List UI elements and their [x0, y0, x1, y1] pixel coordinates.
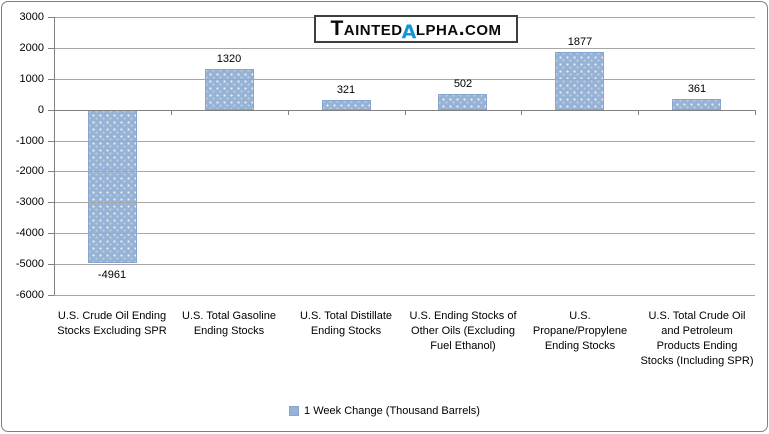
- category-label: U.S. Crude Oil Ending Stocks Excluding S…: [57, 310, 167, 337]
- logo-text-prefix: Tainted: [330, 17, 403, 40]
- y-axis-line: [54, 17, 55, 295]
- bar: [88, 110, 137, 263]
- y-axis-tick: [48, 202, 54, 203]
- gridline: [54, 202, 755, 203]
- y-axis-tick: [48, 110, 54, 111]
- category-axis-tick: [171, 110, 172, 115]
- y-axis-tick: [48, 295, 54, 296]
- bar-value-label: 502: [453, 78, 473, 90]
- gridline: [54, 171, 755, 172]
- bar: [555, 52, 604, 110]
- y-axis-tick: [48, 141, 54, 142]
- y-axis-label: 1000: [19, 73, 44, 85]
- gridline: [54, 233, 755, 234]
- y-axis-tick: [48, 17, 54, 18]
- category-axis-tick: [521, 110, 522, 115]
- y-axis-tick: [48, 233, 54, 234]
- legend-label: 1 Week Change (Thousand Barrels): [304, 405, 480, 417]
- logo-alpha-icon: α: [401, 14, 417, 45]
- y-axis-label: -3000: [15, 196, 44, 208]
- bar: [438, 94, 487, 110]
- bar-value-label: 1320: [216, 53, 242, 65]
- gridline: [54, 264, 755, 265]
- category-axis-tick: [405, 110, 406, 115]
- bar-value-label: -4961: [97, 269, 127, 281]
- category-label: U.S. Ending Stocks of Other Oils (Exclud…: [409, 310, 517, 352]
- y-axis-label: 3000: [19, 11, 44, 23]
- y-axis-label: -1000: [15, 135, 44, 147]
- y-axis-label: 2000: [19, 42, 44, 54]
- gridline: [54, 79, 755, 80]
- y-axis-label: -4000: [15, 227, 44, 239]
- logo-text: Taintedαlpha.com: [330, 14, 502, 45]
- y-axis-label: -5000: [15, 258, 44, 270]
- y-axis-label: 0: [37, 104, 44, 116]
- gridline: [54, 295, 755, 296]
- bar: [322, 100, 371, 110]
- bar-value-label: 361: [687, 83, 707, 95]
- bar-value-label: 321: [336, 84, 356, 96]
- category-label: U.S. Total Crude Oil and Petroleum Produ…: [640, 310, 754, 367]
- bar: [672, 99, 721, 110]
- legend-swatch-icon: [289, 406, 300, 416]
- bar: [205, 69, 254, 110]
- chart-legend: 1 Week Change (Thousand Barrels): [2, 403, 767, 419]
- y-axis-tick: [48, 79, 54, 80]
- y-axis-label: -6000: [15, 289, 44, 301]
- category-axis-tick: [54, 110, 55, 115]
- bar-value-label: 1877: [567, 36, 593, 48]
- gridline: [54, 48, 755, 49]
- y-axis-tick: [48, 48, 54, 49]
- y-axis-tick: [48, 264, 54, 265]
- category-axis-tick: [755, 110, 756, 115]
- category-axis-tick: [638, 110, 639, 115]
- y-axis-tick: [48, 171, 54, 172]
- category-axis-tick: [288, 110, 289, 115]
- category-axis-line: [54, 110, 755, 111]
- category-label: U.S. Total Distillate Ending Stocks: [299, 310, 393, 337]
- category-label: U.S. Total Gasoline Ending Stocks: [182, 310, 276, 337]
- category-label: U.S. Propane/Propylene Ending Stocks: [532, 310, 628, 352]
- logo-text-suffix: lpha.com: [415, 17, 502, 40]
- site-logo: Taintedαlpha.com: [314, 15, 518, 43]
- gridline: [54, 141, 755, 142]
- y-axis-label: -2000: [15, 165, 44, 177]
